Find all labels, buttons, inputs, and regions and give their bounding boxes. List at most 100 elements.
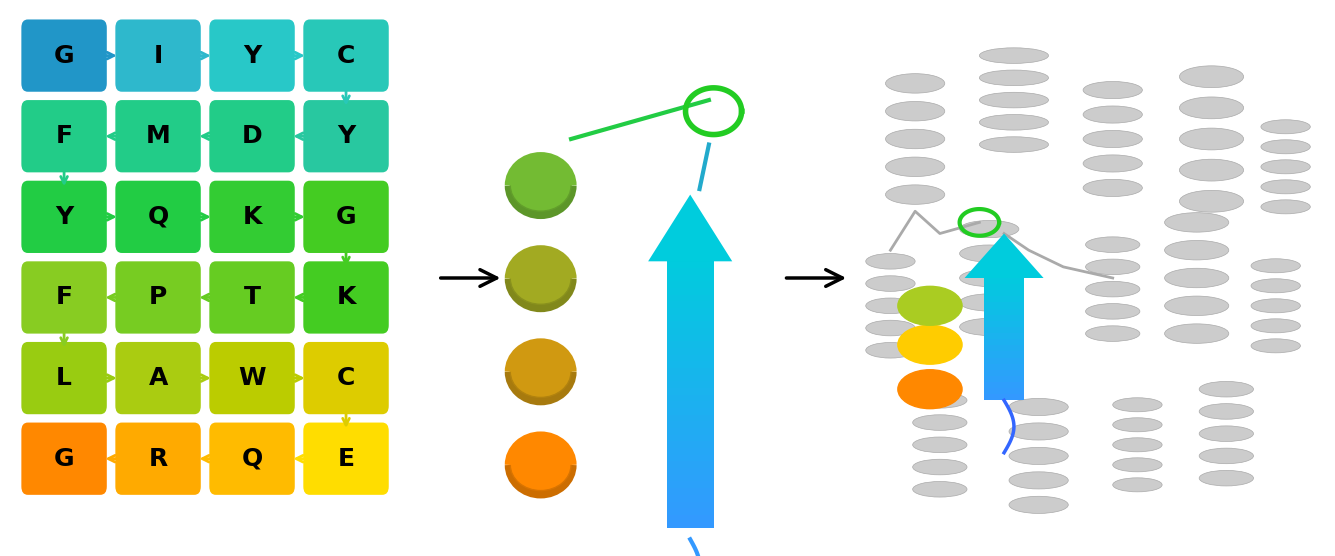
Ellipse shape <box>1179 97 1244 119</box>
Ellipse shape <box>1179 66 1244 88</box>
Bar <box>668 475 713 481</box>
Bar <box>668 395 713 401</box>
Bar <box>668 522 713 528</box>
FancyBboxPatch shape <box>303 19 388 92</box>
Text: Y: Y <box>55 205 73 229</box>
Ellipse shape <box>865 320 916 336</box>
Bar <box>668 468 713 475</box>
Bar <box>668 295 713 301</box>
Ellipse shape <box>913 437 967 453</box>
Ellipse shape <box>960 319 1019 335</box>
FancyBboxPatch shape <box>21 181 107 253</box>
Ellipse shape <box>865 298 916 314</box>
Ellipse shape <box>1164 212 1228 232</box>
Text: G: G <box>53 43 75 68</box>
Bar <box>668 408 713 415</box>
Bar <box>668 435 713 441</box>
Bar <box>984 296 1024 302</box>
Ellipse shape <box>1179 128 1244 150</box>
Bar <box>984 376 1024 382</box>
Ellipse shape <box>898 286 963 325</box>
Text: L: L <box>56 366 72 390</box>
Bar <box>668 288 713 295</box>
Bar <box>668 401 713 408</box>
FancyBboxPatch shape <box>210 261 295 334</box>
Bar <box>668 368 713 375</box>
Ellipse shape <box>1199 404 1254 419</box>
Ellipse shape <box>865 254 916 269</box>
Ellipse shape <box>913 459 967 475</box>
Text: M: M <box>146 124 171 148</box>
Text: T: T <box>243 285 260 310</box>
Bar <box>668 515 713 522</box>
Text: G: G <box>53 446 75 471</box>
Bar <box>668 421 713 428</box>
FancyBboxPatch shape <box>210 100 295 172</box>
Bar <box>984 370 1024 376</box>
FancyBboxPatch shape <box>210 342 295 414</box>
Polygon shape <box>649 195 732 261</box>
FancyBboxPatch shape <box>303 181 388 253</box>
Ellipse shape <box>885 157 945 177</box>
Bar <box>984 327 1024 333</box>
FancyBboxPatch shape <box>115 19 200 92</box>
Bar <box>668 315 713 321</box>
Text: W: W <box>238 366 266 390</box>
Ellipse shape <box>510 253 571 304</box>
Ellipse shape <box>1083 131 1143 147</box>
Ellipse shape <box>1164 240 1228 260</box>
Ellipse shape <box>1085 304 1140 319</box>
Ellipse shape <box>1199 448 1254 464</box>
Ellipse shape <box>980 92 1048 108</box>
Bar <box>668 381 713 388</box>
Ellipse shape <box>1085 281 1140 297</box>
Bar <box>984 302 1024 309</box>
Ellipse shape <box>1179 159 1244 181</box>
Text: F: F <box>56 285 72 310</box>
Text: Y: Y <box>336 124 355 148</box>
Ellipse shape <box>1083 82 1143 98</box>
Text: P: P <box>150 285 167 310</box>
Ellipse shape <box>1009 423 1068 440</box>
Text: K: K <box>336 285 355 310</box>
Ellipse shape <box>1260 120 1311 134</box>
Ellipse shape <box>865 342 916 358</box>
Ellipse shape <box>1083 180 1143 196</box>
Ellipse shape <box>913 393 967 408</box>
FancyBboxPatch shape <box>210 181 295 253</box>
Ellipse shape <box>1251 279 1300 293</box>
Bar <box>668 281 713 288</box>
Bar <box>668 502 713 508</box>
Bar <box>668 328 713 335</box>
Ellipse shape <box>980 48 1048 63</box>
Ellipse shape <box>1179 190 1244 212</box>
Bar <box>668 495 713 502</box>
Ellipse shape <box>1113 418 1161 432</box>
Bar <box>668 375 713 381</box>
Ellipse shape <box>1113 438 1161 452</box>
FancyBboxPatch shape <box>303 423 388 495</box>
Text: K: K <box>243 205 262 229</box>
Ellipse shape <box>1164 296 1228 315</box>
Polygon shape <box>964 234 1044 278</box>
Text: C: C <box>336 366 355 390</box>
Bar <box>984 339 1024 345</box>
Bar <box>668 488 713 495</box>
Ellipse shape <box>885 129 945 148</box>
Ellipse shape <box>1083 155 1143 172</box>
Bar <box>668 261 713 268</box>
Bar <box>984 284 1024 290</box>
Ellipse shape <box>1113 478 1161 492</box>
Text: I: I <box>154 43 163 68</box>
Bar <box>668 301 713 308</box>
Ellipse shape <box>960 245 1019 262</box>
Ellipse shape <box>865 276 916 291</box>
Bar <box>668 348 713 355</box>
Ellipse shape <box>885 101 945 121</box>
Text: Y: Y <box>243 43 262 68</box>
Bar <box>668 355 713 361</box>
Ellipse shape <box>960 294 1019 311</box>
Ellipse shape <box>510 346 571 398</box>
Ellipse shape <box>1085 237 1140 252</box>
Ellipse shape <box>1251 319 1300 333</box>
